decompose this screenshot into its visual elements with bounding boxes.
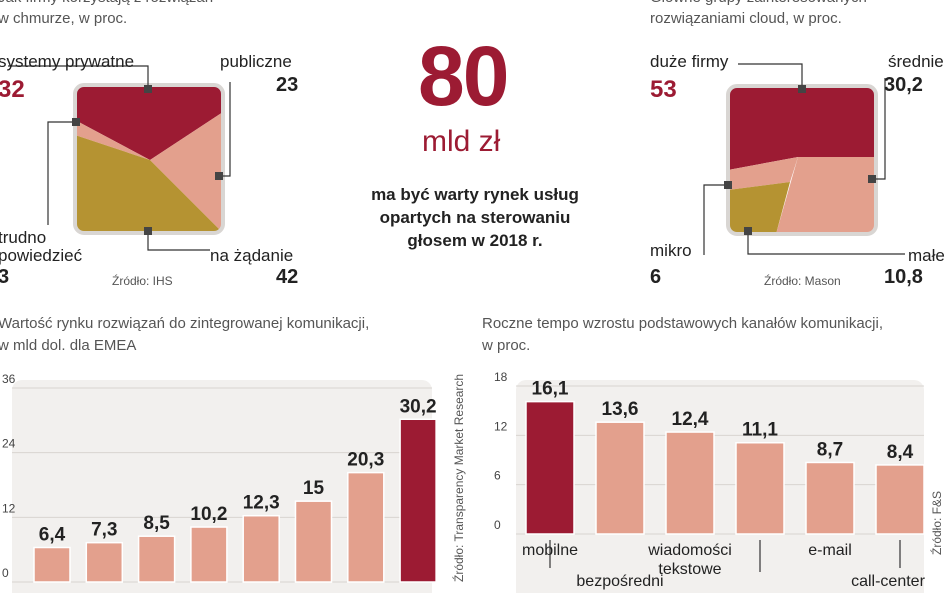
channel-growth-bar [665, 431, 715, 535]
cloud-groups-caption-line2: rozwiązaniami cloud, w proc. [650, 10, 842, 27]
cloud-groups-segment-micro [728, 157, 798, 190]
cloud-usage-segment-private [75, 85, 223, 160]
big-number: 80 [418, 29, 509, 123]
channel-growth-y-tick-label: 6 [494, 469, 501, 483]
uc-market-y-tick-label: 12 [2, 501, 16, 515]
cloud-usage-caption-line1: Jak firmy korzystają z rozwiązań [0, 0, 213, 8]
channel-growth-bar [595, 421, 645, 535]
channel-growth-y-tick-label: 0 [494, 518, 501, 532]
uc-market-caption-line2: w mld dol. dla EMEA [0, 337, 137, 354]
groups-large-value: 53 [650, 76, 677, 103]
groups-small-value: 10,8 [884, 266, 923, 288]
uc-market-value-label: 30,2 [400, 396, 437, 417]
groups-micro-value: 6 [650, 266, 662, 288]
uc-market-bar [190, 526, 228, 583]
cloud-usage-segment-public [150, 112, 223, 233]
highlight-line3: głosem w 2018 r. [407, 231, 543, 250]
uc-market-source: Źródło: Transparency Market Research [452, 373, 466, 582]
channel-growth-value-label: 11,1 [742, 420, 778, 441]
uc-market-value-label: 10,2 [190, 504, 227, 525]
channel-growth-caption-line2: w proc. [482, 337, 531, 354]
cloud-groups-caption-line1: Główne grupy zainteresowanych [650, 0, 867, 8]
channel-growth-value-label: 8,7 [817, 439, 843, 460]
channel-growth-y-tick-label: 12 [494, 419, 508, 433]
cloud-ondemand-label: na żądanie [210, 246, 294, 265]
groups-medium-value: 30,2 [884, 74, 923, 96]
cloud-groups-segment-small [728, 182, 790, 234]
cloud-usage-graphic [8, 65, 231, 251]
uc-market-bar [137, 535, 176, 583]
channel-growth-bar [525, 400, 575, 535]
cloud-groups-segment-medium [776, 157, 876, 234]
uc-market-bar-chart: 0 12 24 36 6,4 7,3 8,5 10,2 12,3 15 20,3 30,2 [2, 372, 437, 593]
uc-market-bar [33, 546, 71, 583]
cloud-usage-segment-hard-to-say [75, 120, 150, 160]
cloud-hard-label-1: trudno [0, 228, 47, 247]
cloud-groups-source: Źródło: Mason [764, 274, 841, 288]
groups-micro-label: mikro [650, 241, 692, 260]
highlight-line1: ma być warty rynek usług [371, 185, 579, 204]
cloud-usage-caption-line2: w chmurze, w proc. [0, 10, 128, 27]
highlight-line2: opartych na sterowaniu [379, 208, 571, 227]
uc-market-bar [242, 514, 280, 583]
uc-market-value-label: 12,3 [243, 493, 280, 514]
channel-growth-bar [735, 441, 785, 535]
channel-growth-caption-line1: Roczne tempo wzrostu podstawowych kanałó… [482, 315, 884, 332]
channel-growth-category-label: call-center [851, 573, 925, 590]
cloud-hard-value: 3 [0, 266, 10, 288]
cloud-usage-source: Źródło: IHS [112, 274, 173, 288]
channel-growth-value-label: 16,1 [532, 379, 569, 400]
uc-market-bar [347, 471, 385, 583]
uc-market-bar [399, 418, 437, 583]
channel-growth-value-label: 13,6 [602, 399, 639, 420]
cloud-public-label: publiczne [220, 52, 292, 71]
channel-growth-bar [875, 464, 925, 535]
cloud-hard-label-2: powiedzieć [0, 246, 83, 265]
channel-growth-value-label: 12,4 [672, 409, 709, 430]
uc-market-value-label: 7,3 [91, 520, 117, 541]
uc-market-bar [85, 541, 124, 583]
groups-medium-label: średnie [888, 52, 944, 71]
uc-market-value-label: 6,4 [39, 525, 66, 546]
groups-small-label: małe [908, 246, 945, 265]
groups-large-label: duże firmy [650, 52, 729, 71]
channel-growth-category-label: wiadomości tekstowe [647, 542, 732, 578]
uc-market-y-tick-label: 0 [2, 566, 9, 580]
channel-growth-y-tick-label: 18 [494, 370, 508, 384]
cloud-usage-segment-on-demand [75, 135, 223, 233]
uc-market-value-label: 15 [303, 478, 325, 499]
cloud-private-value: 32 [0, 76, 25, 103]
cloud-public-value: 23 [276, 74, 299, 96]
uc-market-caption-line1: Wartość rynku rozwiązań do zintegrowanej… [0, 315, 370, 332]
big-number-unit: mld zł [422, 125, 501, 158]
channel-growth-category-label: bezpośredni [576, 573, 663, 590]
uc-market-y-tick-label: 36 [2, 372, 16, 386]
uc-market-value-label: 20,3 [347, 450, 384, 471]
channel-growth-bar [805, 461, 855, 535]
channel-growth-source: Źródło: F&S [930, 490, 944, 555]
cloud-ondemand-value: 42 [276, 266, 299, 288]
channel-growth-category-label: e-mail [808, 542, 852, 559]
cloud-groups-segment-large [728, 86, 876, 170]
uc-market-y-tick-label: 24 [2, 437, 16, 451]
channel-growth-value-label: 8,4 [887, 442, 914, 463]
cloud-groups-graphic [703, 63, 905, 255]
cloud-private-label: systemy prywatne [0, 52, 135, 71]
uc-market-value-label: 8,5 [143, 513, 170, 534]
uc-market-bar [294, 500, 333, 583]
